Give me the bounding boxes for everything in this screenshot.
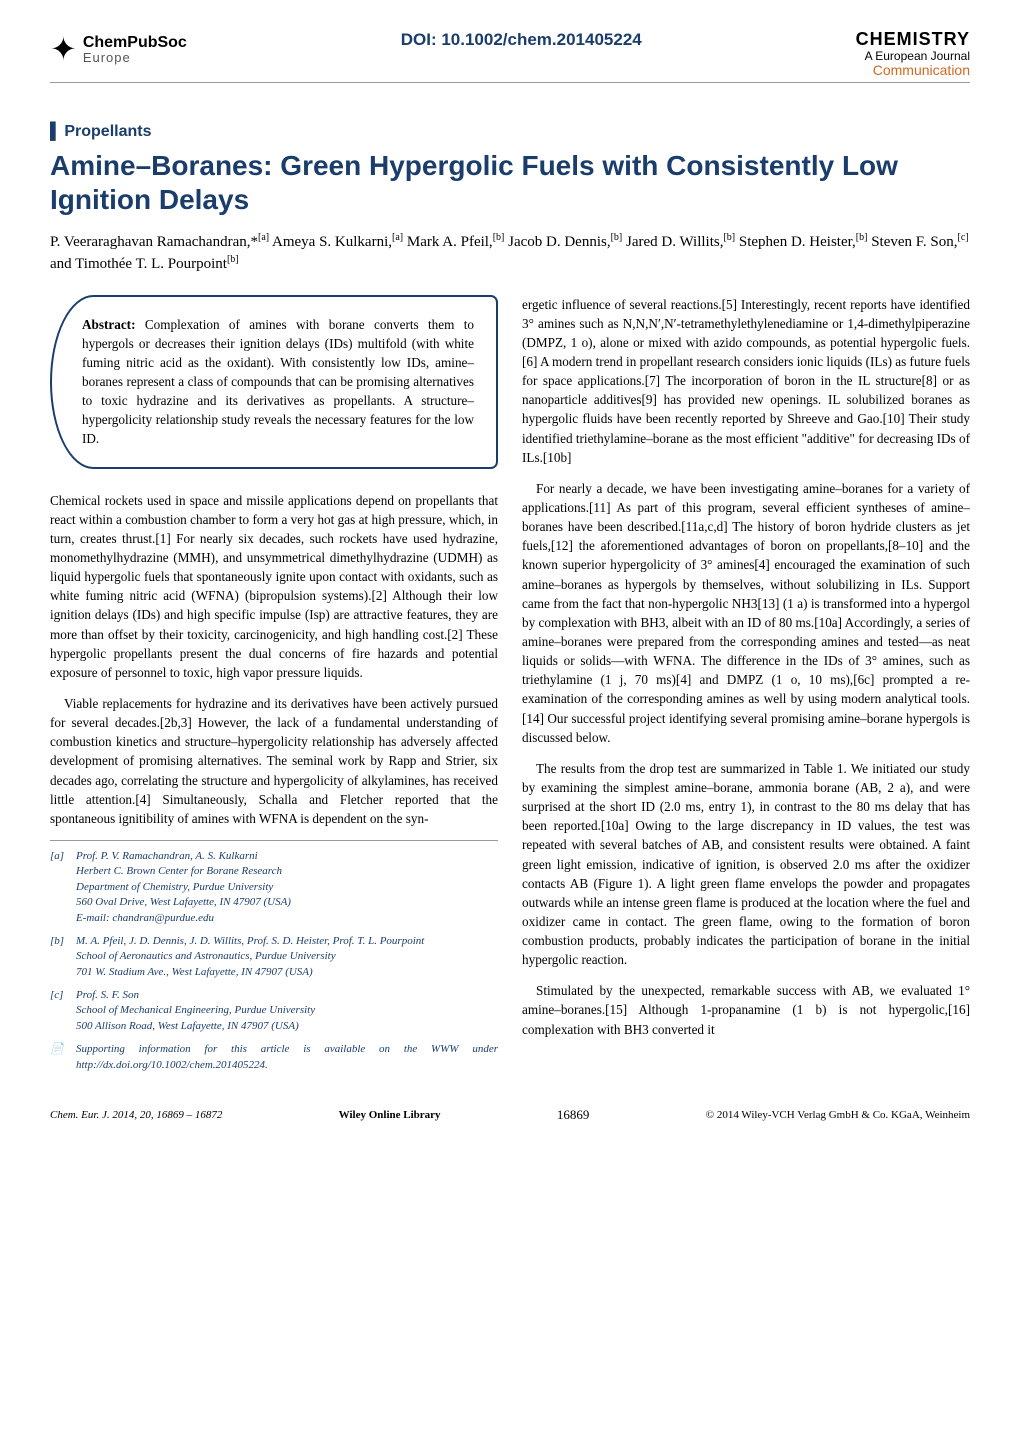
body-paragraph: Viable replacements for hydrazine and it… [50, 694, 498, 828]
journal-block: CHEMISTRY A European Journal Communicati… [856, 30, 970, 78]
category-label: Propellants [50, 123, 970, 141]
two-column-layout: Abstract: Complexation of amines with bo… [50, 295, 970, 1081]
publisher-block: ✦ ChemPubSoc Europe [50, 30, 187, 68]
affiliation-label: [c] [50, 988, 70, 1034]
body-paragraph: Chemical rockets used in space and missi… [50, 491, 498, 682]
affiliation-entry: [c] Prof. S. F. SonSchool of Mechanical E… [50, 988, 498, 1034]
document-icon: 📄 [50, 1042, 70, 1073]
page-header: ✦ ChemPubSoc Europe DOI: 10.1002/chem.20… [50, 30, 970, 83]
affiliation-text: M. A. Pfeil, J. D. Dennis, J. D. Willits… [76, 934, 424, 980]
author-list: P. Veeraraghavan Ramachandran,*[a] Ameya… [50, 231, 970, 275]
journal-tagline: A European Journal [856, 50, 970, 63]
article-title: Amine–Boranes: Green Hypergolic Fuels wi… [50, 149, 970, 216]
publisher-name-bottom: Europe [83, 51, 187, 64]
abstract-text: Complexation of amines with borane conve… [82, 317, 474, 447]
star-logo-icon: ✦ [50, 30, 77, 68]
left-column: Abstract: Complexation of amines with bo… [50, 295, 498, 1081]
page-footer: Chem. Eur. J. 2014, 20, 16869 – 16872 Wi… [50, 1101, 970, 1123]
publisher-text: ChemPubSoc Europe [83, 35, 187, 64]
right-column: ergetic influence of several reactions.[… [522, 295, 970, 1081]
abstract-box: Abstract: Complexation of amines with bo… [50, 295, 498, 469]
journal-name: CHEMISTRY [856, 30, 970, 50]
body-paragraph: ergetic influence of several reactions.[… [522, 295, 970, 467]
publisher-name-top: ChemPubSoc [83, 35, 187, 51]
body-paragraph: For nearly a decade, we have been invest… [522, 479, 970, 747]
affiliation-entry: [b] M. A. Pfeil, J. D. Dennis, J. D. Will… [50, 934, 498, 980]
supporting-info: 📄Supporting information for this article… [50, 1042, 498, 1073]
doi-text: DOI: 10.1002/chem.201405224 [401, 30, 642, 50]
supporting-info-text: Supporting information for this article … [76, 1042, 498, 1073]
affiliation-label: [a] [50, 849, 70, 926]
footer-copyright: © 2014 Wiley-VCH Verlag GmbH & Co. KGaA,… [706, 1109, 970, 1121]
footer-library: Wiley Online Library [339, 1109, 441, 1121]
footer-page-number: 16869 [557, 1107, 590, 1123]
abstract-label: Abstract: [82, 317, 135, 332]
body-paragraph: The results from the drop test are summa… [522, 759, 970, 970]
affiliation-entry: [a] Prof. P. V. Ramachandran, A. S. Kulka… [50, 849, 498, 926]
affiliations-block: [a] Prof. P. V. Ramachandran, A. S. Kulka… [50, 840, 498, 1073]
affiliation-text: Prof. P. V. Ramachandran, A. S. Kulkarni… [76, 849, 291, 926]
article-type: Communication [856, 63, 970, 78]
affiliation-text: Prof. S. F. SonSchool of Mechanical Engi… [76, 988, 315, 1034]
footer-citation: Chem. Eur. J. 2014, 20, 16869 – 16872 [50, 1109, 222, 1121]
affiliation-label: [b] [50, 934, 70, 980]
body-paragraph: Stimulated by the unexpected, remarkable… [522, 981, 970, 1038]
